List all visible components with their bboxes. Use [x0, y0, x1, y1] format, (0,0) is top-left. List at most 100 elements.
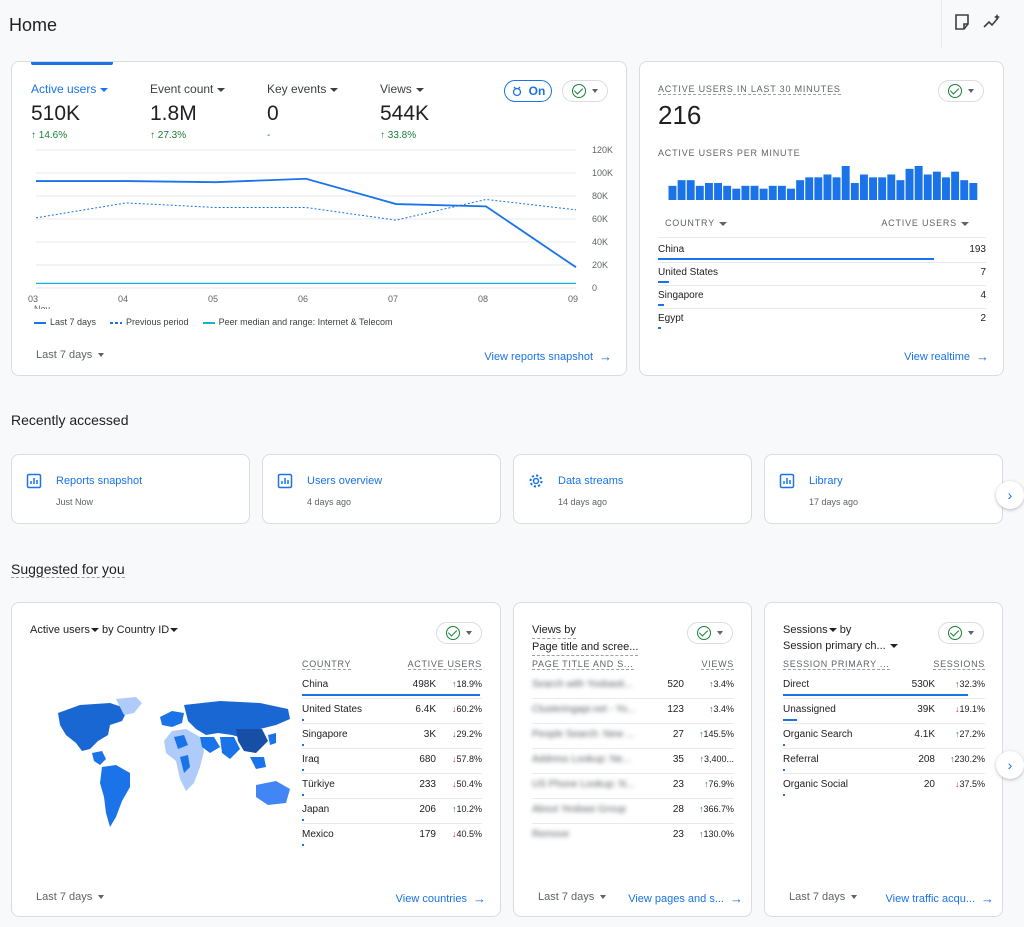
arrow-down-icon: ↓ — [451, 754, 457, 764]
row-label: People Search: New ... — [532, 729, 635, 740]
table-row[interactable]: Mexico 179 ↓40.5% — [302, 829, 482, 854]
sessions-column-header: SESSIONS — [933, 659, 985, 670]
table-row[interactable]: About Yesbasi Group 28 ↑366.7% — [532, 804, 734, 829]
arrow-right-icon: → — [976, 349, 989, 364]
comparison-on-toggle[interactable]: On — [504, 80, 552, 102]
view-traffic-acquisition-link[interactable]: View traffic acqu... → — [886, 891, 994, 906]
delta-value: 130.0% — [703, 829, 734, 839]
table-row[interactable]: US Phone Lookup: N... 23 ↑76.9% — [532, 779, 734, 804]
channel-column-header: SESSION PRIMARY ... — [783, 659, 890, 670]
table-row[interactable]: People Search: New ... 27 ↑145.5% — [532, 729, 734, 754]
delta-value: 32.3% — [959, 679, 985, 689]
recent-item-data-streams[interactable]: Data streams 14 days ago — [513, 454, 752, 524]
chevron-down-icon — [851, 895, 858, 899]
row-country: Egypt — [658, 313, 684, 324]
table-row[interactable]: Direct 530K ↑32.3% — [783, 679, 985, 704]
table-row[interactable]: Referral 208 ↑230.2% — [783, 754, 985, 779]
series-line-previous — [35, 198, 577, 221]
metric-event-count[interactable]: Event count 1.8M ↑ 27.3% — [150, 82, 226, 141]
y-tick-label: 60K — [592, 214, 608, 224]
arrow-down-icon: ↓ — [451, 829, 457, 839]
report-chart-icon — [779, 473, 795, 489]
table-row[interactable]: United States 6.4K ↓60.2% — [302, 704, 482, 729]
chevron-down-icon — [828, 628, 837, 633]
y-tick-label: 40K — [592, 237, 608, 247]
recent-item-library[interactable]: Library 17 days ago — [764, 454, 1003, 524]
view-pages-link[interactable]: View pages and s... → — [628, 891, 743, 906]
y-tick-label: 80K — [592, 191, 608, 201]
chevron-right-icon: › — [1007, 757, 1013, 773]
minute-bar — [777, 185, 786, 200]
row-value: 27 — [672, 729, 684, 740]
link-label: View realtime — [904, 350, 970, 363]
view-realtime-link[interactable]: View realtime → — [904, 349, 989, 364]
suggested-next-button[interactable]: › — [996, 751, 1024, 779]
metric-active-users[interactable]: Active users 510K ↑ 14.6% — [31, 62, 113, 141]
table-row[interactable]: Remove 23 ↑130.0% — [532, 829, 734, 854]
recent-item-users-overview[interactable]: Users overview 4 days ago — [262, 454, 501, 524]
table-row[interactable]: Unassigned 39K ↓19.1% — [783, 704, 985, 729]
minute-bar — [869, 177, 878, 200]
sessions-date-range[interactable]: Last 7 days — [789, 891, 858, 903]
recent-next-button[interactable]: › — [996, 481, 1024, 509]
dimension-selector[interactable]: Page title and scree... — [532, 639, 639, 656]
active-users-column-header[interactable]: ACTIVE USERS — [881, 218, 969, 228]
minute-bar — [723, 185, 732, 200]
insights-icon[interactable] — [982, 12, 1002, 32]
row-divider — [302, 748, 482, 749]
table-row[interactable]: Organic Social 20 ↓37.5% — [783, 779, 985, 804]
view-reports-snapshot-link[interactable]: View reports snapshot → — [484, 349, 612, 364]
arrow-up-icon: ↑ — [698, 729, 704, 739]
date-range-selector[interactable]: Last 7 days — [36, 349, 105, 361]
pages-date-range[interactable]: Last 7 days — [538, 891, 607, 903]
table-row[interactable]: China 498K ↑18.9% — [302, 679, 482, 704]
table-row[interactable]: Search with Yosbasti... 520 ↑3.4% — [532, 679, 734, 704]
row-delta: ↓29.2% — [452, 729, 482, 739]
countries-date-range[interactable]: Last 7 days — [36, 891, 105, 903]
sessions-data-quality-menu[interactable] — [938, 622, 984, 644]
view-countries-link[interactable]: View countries → — [396, 891, 486, 906]
report-chart-icon — [277, 473, 293, 489]
row-bar — [658, 327, 661, 329]
table-row[interactable]: Türkiye 233 ↓50.4% — [302, 779, 482, 804]
delta-value: 145.5% — [703, 729, 734, 739]
row-bar — [783, 794, 785, 796]
chevron-down-icon — [889, 644, 898, 649]
metric-selector[interactable]: Views by — [532, 622, 576, 639]
table-row[interactable]: Iraq 680 ↓57.8% — [302, 754, 482, 779]
table-row[interactable]: Japan 206 ↑10.2% — [302, 804, 482, 829]
customize-card-icon[interactable] — [952, 12, 972, 32]
country-column-header[interactable]: COUNTRY — [665, 218, 727, 228]
row-delta: ↓57.8% — [452, 754, 482, 764]
check-circle-icon — [948, 84, 962, 98]
metric-key-events[interactable]: Key events 0 - — [267, 82, 339, 141]
metric-views[interactable]: Views 544K ↑ 33.8% — [380, 82, 429, 141]
realtime-data-quality-menu[interactable] — [938, 80, 984, 102]
metric-selector[interactable]: Sessions — [783, 624, 828, 636]
minute-bar — [805, 177, 814, 200]
table-row[interactable]: Singapore 3K ↓29.2% — [302, 729, 482, 754]
row-divider — [658, 308, 986, 309]
minute-bar — [741, 185, 750, 200]
row-country: Singapore — [658, 290, 704, 301]
row-divider — [783, 723, 985, 724]
dimension-selector[interactable]: Session primary ch... — [783, 640, 886, 652]
recent-item-reports-snapshot[interactable]: Reports snapshot Just Now — [11, 454, 250, 524]
table-row[interactable]: Address Lookup: Ne... 35 ↑3,400... — [532, 754, 734, 779]
metric-selector[interactable]: Active users — [30, 624, 90, 636]
table-row[interactable]: Organic Search 4.1K ↑27.2% — [783, 729, 985, 754]
row-divider — [783, 748, 985, 749]
arrow-right-icon: → — [730, 891, 743, 906]
minute-bar — [732, 188, 741, 200]
countries-data-quality-menu[interactable] — [436, 622, 482, 644]
arrow-down-icon: ↓ — [954, 779, 960, 789]
pages-data-quality-menu[interactable] — [687, 622, 733, 644]
metric-value: 0 — [267, 102, 279, 125]
data-quality-menu[interactable] — [562, 80, 608, 102]
delta-value: 366.7% — [703, 804, 734, 814]
dimension-selector[interactable]: by Country ID — [98, 624, 170, 636]
arrow-right-icon: → — [981, 891, 994, 906]
row-value: 6.4K — [415, 704, 436, 715]
table-row[interactable]: Clusteringapi.net - Yo... 123 ↑3.4% — [532, 704, 734, 729]
legend-item-current: Last 7 days — [34, 317, 96, 327]
